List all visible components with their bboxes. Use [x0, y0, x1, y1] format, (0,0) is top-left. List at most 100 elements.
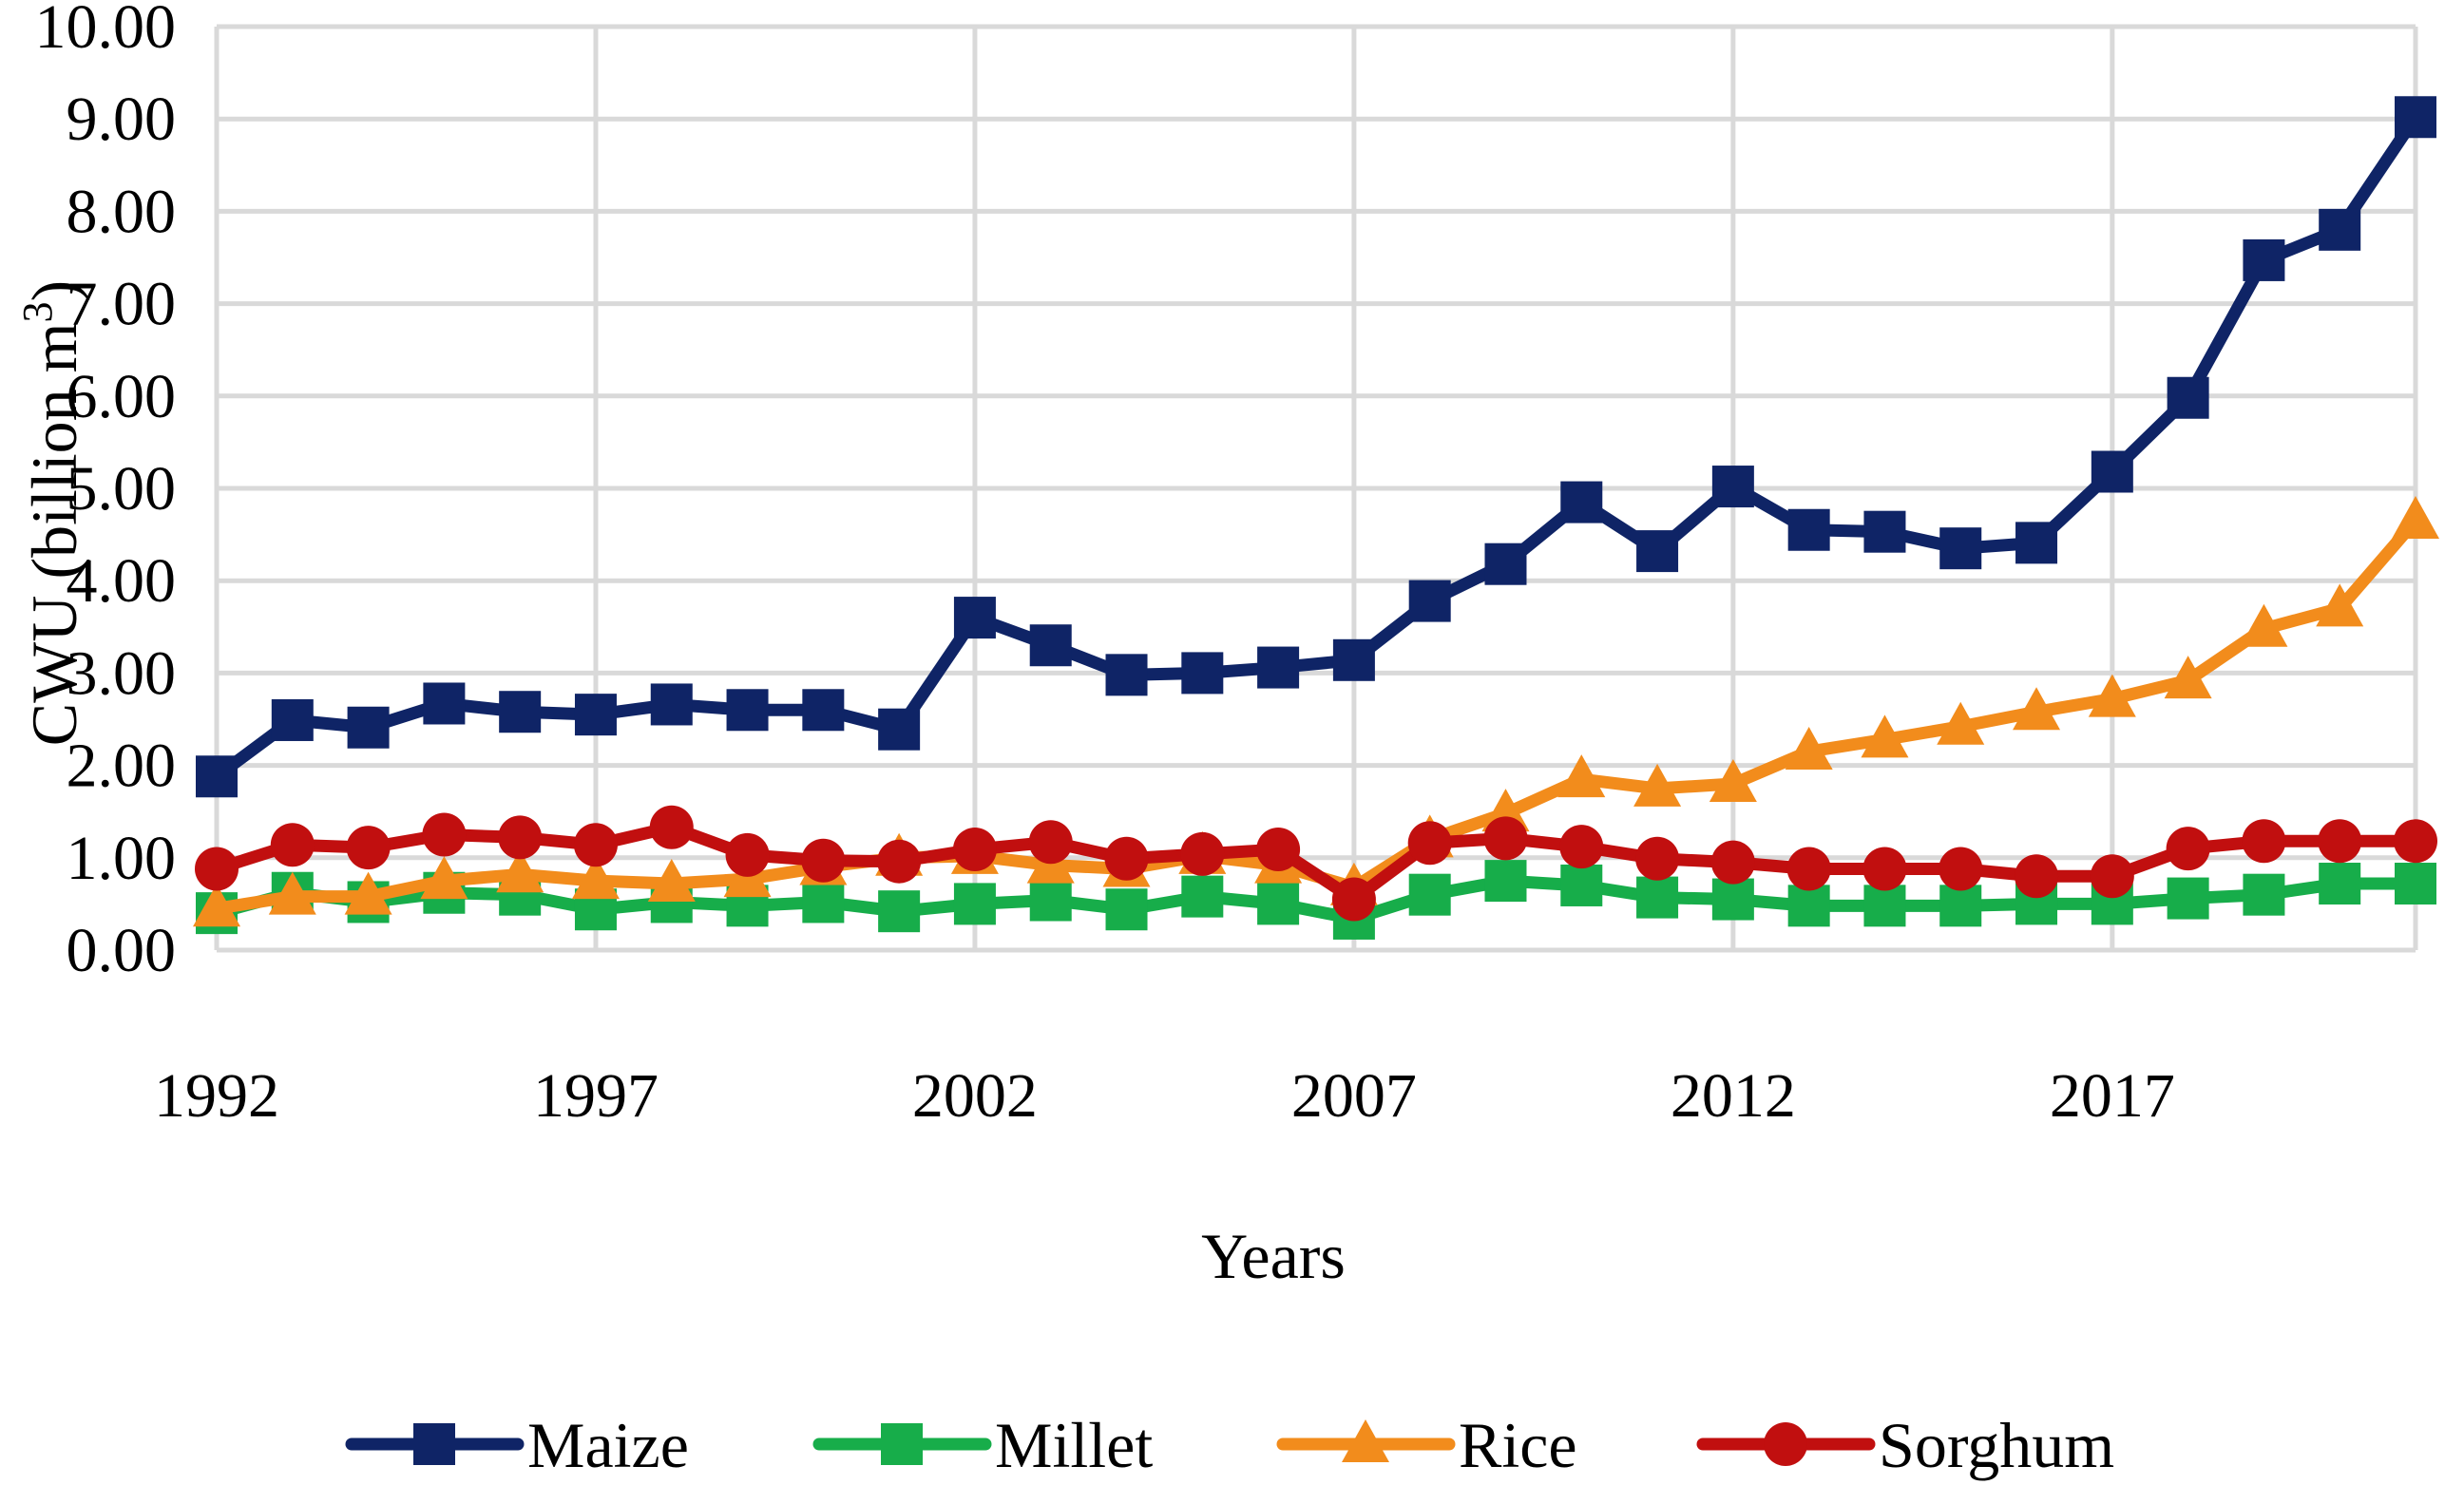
data-point-sorghum — [725, 832, 770, 877]
legend-label: Millet — [995, 1409, 1153, 1481]
data-point-sorghum — [1559, 825, 1604, 869]
data-point-sorghum — [2318, 819, 2362, 864]
series-line-sorghum — [210, 821, 2422, 906]
data-point-rice — [2316, 583, 2364, 627]
series-sorghum — [195, 805, 2437, 922]
legend-label: Rice — [1459, 1409, 1577, 1481]
data-point-maize — [2243, 238, 2285, 281]
x-tick-label: 2017 — [2050, 1061, 2175, 1131]
data-point-maize — [726, 689, 769, 732]
legend: Maize Millet Rice Sorghum — [345, 1409, 2114, 1481]
data-point-millet — [2319, 863, 2361, 905]
y-tick-label: 3.00 — [67, 638, 177, 708]
y-axis-title-superscript: 3 — [14, 301, 61, 322]
data-point-maize — [1636, 530, 1679, 573]
data-point-sorghum — [1483, 816, 1528, 861]
series-line-millet — [210, 874, 2422, 925]
data-point-sorghum — [2090, 854, 2134, 899]
data-point-sorghum — [1862, 847, 1907, 891]
data-point-rice — [2164, 656, 2212, 699]
data-point-sorghum — [195, 847, 239, 891]
data-point-maize — [1863, 510, 1906, 553]
data-point-millet — [1863, 885, 1906, 927]
data-point-maize — [2091, 450, 2133, 493]
data-point-sorghum — [2394, 819, 2437, 864]
data-point-maize — [196, 755, 238, 798]
y-tick-label: 6.00 — [67, 362, 177, 431]
data-point-maize — [2015, 522, 2058, 564]
data-point-maize — [574, 694, 617, 736]
data-point-rice — [1557, 754, 1606, 798]
series-line-maize — [210, 110, 2422, 783]
data-point-rice — [1709, 759, 1757, 803]
data-point-sorghum — [2242, 819, 2286, 864]
data-point-millet — [1105, 888, 1148, 931]
data-point-sorghum — [1180, 831, 1225, 876]
data-point-sorghum — [952, 828, 997, 872]
data-point-rice — [647, 859, 696, 903]
x-axis-title: Years — [1201, 1220, 1346, 1292]
data-point-maize — [2167, 376, 2209, 419]
data-point-sorghum — [1407, 821, 1452, 866]
data-point-maize — [271, 698, 314, 741]
legend-marker — [1342, 1419, 1389, 1462]
data-point-millet — [1939, 885, 1982, 927]
data-point-millet — [1181, 875, 1224, 918]
data-point-sorghum — [1939, 847, 1983, 891]
legend-label: Maize — [527, 1409, 689, 1481]
data-point-maize — [1105, 654, 1148, 696]
data-point-sorghum — [877, 839, 922, 884]
data-point-rice — [496, 849, 544, 893]
data-point-rice — [1937, 701, 1985, 745]
legend-marker — [1764, 1422, 1807, 1466]
data-point-maize — [2319, 208, 2361, 251]
data-point-sorghum — [422, 812, 467, 857]
data-point-millet — [1257, 883, 1300, 925]
data-point-maize — [499, 691, 542, 733]
y-axis-title-close: ) — [18, 280, 90, 302]
data-point-sorghum — [1104, 836, 1149, 881]
data-point-rice — [1785, 727, 1833, 771]
data-point-sorghum — [2015, 854, 2059, 899]
data-point-rice — [344, 871, 392, 915]
data-point-maize — [802, 689, 845, 732]
y-tick-label: 8.00 — [67, 177, 177, 246]
data-point-sorghum — [573, 823, 618, 867]
data-point-millet — [2243, 873, 2285, 916]
data-point-rice — [1861, 714, 1909, 758]
data-point-sorghum — [801, 838, 846, 883]
data-point-rice — [2088, 674, 2136, 717]
legend-item-maize: Maize — [345, 1409, 689, 1481]
x-tick-label: 1992 — [154, 1061, 279, 1131]
data-point-millet — [1484, 860, 1527, 903]
y-tick-label: 7.00 — [67, 270, 177, 339]
data-point-millet — [953, 883, 996, 925]
data-point-rice — [420, 856, 468, 900]
data-point-sorghum — [1710, 840, 1755, 885]
data-point-rice — [1633, 763, 1682, 807]
data-point-millet — [2167, 877, 2209, 920]
y-axis-title: CWU (billion m3) — [14, 280, 90, 746]
data-point-rice — [2013, 687, 2061, 731]
y-axis-ticks: 0.00 1.00 2.00 3.00 4.00 5.00 6.00 7.00 8.00 9.00… — [35, 0, 177, 985]
data-point-millet — [1560, 864, 1603, 906]
y-tick-label: 1.00 — [67, 824, 177, 893]
legend-item-millet: Millet — [812, 1409, 1153, 1481]
data-point-sorghum — [1635, 836, 1680, 881]
data-point-rice — [268, 871, 316, 915]
data-point-sorghum — [2166, 827, 2210, 871]
data-point-sorghum — [346, 826, 391, 870]
data-point-maize — [1484, 543, 1527, 585]
data-point-sorghum — [649, 805, 694, 849]
data-point-millet — [1711, 878, 1754, 921]
data-point-maize — [1257, 646, 1300, 689]
data-point-maize — [1332, 638, 1375, 681]
series-maize — [196, 96, 2436, 798]
data-point-maize — [1711, 466, 1754, 508]
data-point-sorghum — [1331, 877, 1376, 922]
data-point-maize — [347, 706, 390, 749]
y-tick-label: 9.00 — [67, 85, 177, 154]
legend-marker — [413, 1423, 455, 1465]
data-point-maize — [1029, 624, 1072, 667]
